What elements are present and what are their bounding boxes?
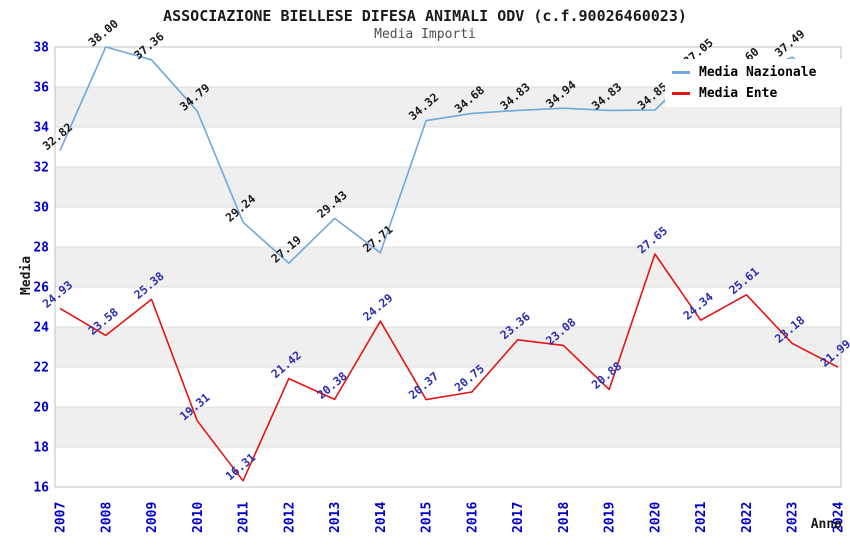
x-tick-label: 2017 (511, 502, 526, 533)
plot-border (54, 46, 842, 488)
y-tick-label: 26 (33, 281, 49, 296)
point-label-0: 38.00 (85, 16, 121, 49)
plot-band (55, 447, 841, 487)
x-tick-label: 2022 (740, 502, 755, 533)
y-tick-label: 30 (33, 201, 49, 216)
y-tick-label: 18 (33, 441, 49, 456)
plot-band (55, 407, 841, 447)
x-axis-title: Anno (811, 517, 842, 532)
plot-band (55, 367, 841, 407)
y-tick-label: 36 (33, 81, 49, 96)
plot-band (55, 127, 841, 167)
x-tick-label: 2023 (786, 502, 801, 533)
y-tick-label: 22 (33, 361, 49, 376)
y-tick-label: 16 (33, 481, 49, 496)
x-tick-label: 2007 (54, 502, 69, 533)
chart-title: ASSOCIAZIONE BIELLESE DIFESA ANIMALI ODV… (163, 7, 687, 25)
plot-band (55, 207, 841, 247)
plot-band (55, 247, 841, 287)
x-tick-label: 2009 (145, 502, 160, 533)
plot-band (55, 327, 841, 367)
chart-legend: Media Nazionale Media Ente (665, 59, 845, 107)
x-tick-label: 2008 (99, 502, 114, 533)
x-tick-label: 2015 (420, 502, 435, 533)
x-tick-label: 2024 (832, 502, 847, 533)
legend-label-media-nazionale: Media Nazionale (699, 65, 817, 80)
legend-label-media-ente: Media Ente (699, 86, 778, 101)
series-line-1 (59, 253, 839, 482)
x-tick-label: 2016 (465, 502, 480, 533)
legend-item-media-nazionale: Media Nazionale (665, 65, 845, 80)
x-tick-label: 2011 (237, 502, 252, 533)
plot-band (55, 287, 841, 327)
plot-band (55, 167, 841, 207)
legend-line-marker-blue (672, 71, 690, 74)
x-tick-label: 2020 (648, 502, 663, 533)
y-axis-title: Media (19, 256, 34, 295)
x-tick-label: 2021 (694, 502, 709, 533)
x-tick-label: 2010 (191, 502, 206, 533)
x-tick-label: 2012 (282, 502, 297, 533)
legend-item-media-ente: Media Ente (665, 86, 845, 101)
chart-subtitle: Media Importi (374, 27, 476, 42)
legend-line-marker-red (672, 92, 690, 95)
y-tick-label: 28 (33, 241, 49, 256)
x-tick-label: 2018 (557, 502, 572, 533)
y-tick-label: 24 (33, 321, 49, 336)
x-tick-label: 2019 (603, 502, 618, 533)
y-tick-label: 32 (33, 161, 49, 176)
x-tick-label: 2014 (374, 502, 389, 533)
y-tick-label: 38 (33, 41, 49, 56)
y-tick-label: 34 (33, 121, 49, 136)
x-tick-label: 2013 (328, 502, 343, 533)
y-tick-label: 20 (33, 401, 49, 416)
